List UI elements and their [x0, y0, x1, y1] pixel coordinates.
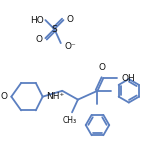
Text: O: O — [99, 63, 106, 72]
Text: OH: OH — [122, 74, 136, 83]
Text: NH⁺: NH⁺ — [47, 92, 65, 101]
Text: O: O — [1, 92, 7, 101]
Text: HO: HO — [30, 16, 43, 25]
Text: O: O — [66, 15, 73, 24]
Text: S: S — [52, 25, 57, 34]
Text: O: O — [35, 35, 42, 44]
Text: CH₃: CH₃ — [63, 116, 77, 125]
Text: O⁻: O⁻ — [65, 41, 76, 51]
